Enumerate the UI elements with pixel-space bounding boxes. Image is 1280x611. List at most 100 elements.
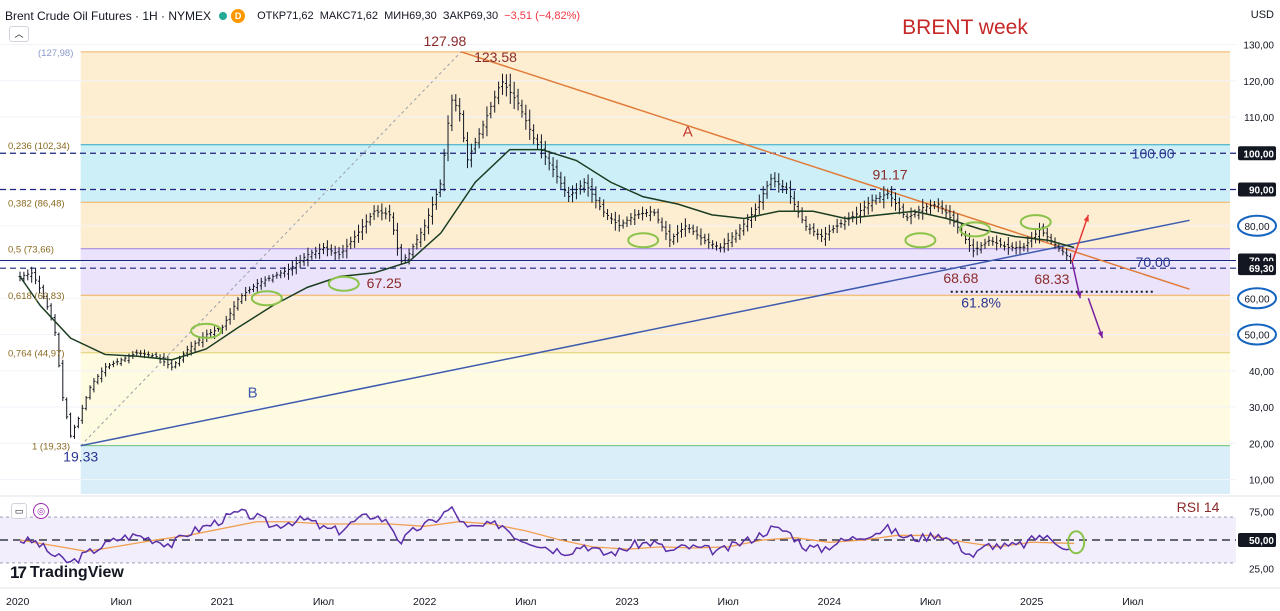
rsi-settings-icon[interactable]: ▭ bbox=[11, 503, 27, 519]
tradingview-wordmark: TradingView bbox=[29, 564, 124, 581]
rsi-tick: 25,00 bbox=[1249, 565, 1274, 576]
price-tag: 90,00 bbox=[1249, 186, 1274, 197]
price-tag: 80,00 bbox=[1244, 222, 1269, 233]
price-tag: 50,00 bbox=[1244, 331, 1269, 342]
rsi-label: RSI 14 bbox=[1177, 499, 1220, 515]
price-tick: 30,00 bbox=[1249, 403, 1274, 414]
rsi-source-icon[interactable]: ◎ bbox=[33, 503, 49, 519]
annotation-label: 127.98 bbox=[423, 33, 466, 49]
annotation-label: 67.25 bbox=[367, 275, 402, 291]
price-tag-bg bbox=[1238, 261, 1276, 276]
rsi-ma-line bbox=[19, 521, 1075, 553]
price-tick: 40,00 bbox=[1249, 367, 1274, 378]
up-arrow-head bbox=[1083, 214, 1089, 222]
rsi-pane: RSI 14 75,00 50,00 25,00 bbox=[0, 495, 1280, 576]
price-tag-bg bbox=[1238, 146, 1276, 161]
price-tick: 110,00 bbox=[1244, 113, 1274, 124]
tradingview-logo: 17 TradingView bbox=[10, 563, 124, 583]
time-tick: Июл bbox=[920, 596, 941, 608]
trend-lines bbox=[80, 51, 1190, 447]
time-tick: Июл bbox=[313, 596, 334, 608]
time-tick: 2023 bbox=[615, 596, 639, 608]
price-tick: 120,00 bbox=[1243, 77, 1274, 88]
trend-line-b bbox=[80, 219, 1190, 447]
fib-band bbox=[80, 295, 1230, 353]
moving-average bbox=[19, 148, 1075, 361]
up-arrow bbox=[1071, 214, 1090, 263]
low-value: 69,30 bbox=[409, 10, 437, 22]
open-label: ОТКР bbox=[257, 10, 287, 22]
symbol-title[interactable]: Brent Crude Oil Futures · 1Н · NYMEX bbox=[5, 9, 212, 23]
fib-label: 0,236 (102,34) bbox=[8, 141, 70, 152]
annotation-label: 70.00 bbox=[1136, 254, 1171, 270]
open-value: 71,62 bbox=[286, 10, 314, 22]
close-label: ЗАКР bbox=[442, 10, 471, 22]
symbol-info[interactable]: Brent Crude Oil Futures · 1Н · NYMEX D О… bbox=[5, 9, 580, 23]
fib-label: 0,5 (73,66) bbox=[8, 245, 54, 256]
price-tick: 10,00 bbox=[1249, 476, 1274, 487]
price-tick: 20,00 bbox=[1249, 439, 1274, 450]
chart-title: BRENT week bbox=[902, 16, 1028, 39]
time-tick: Июл bbox=[718, 596, 739, 608]
time-tick: 2021 bbox=[211, 596, 235, 608]
highlight-ellipse bbox=[250, 290, 283, 307]
fib-label: 0,382 (86,48) bbox=[8, 198, 65, 209]
ohlc-readout: ОТКР71,62 МАКС71,62 МИН69,30 ЗАКР69,30 −… bbox=[257, 10, 580, 22]
change-value: −3,51 (−4,82%) bbox=[504, 10, 581, 22]
down-arrow-1-head bbox=[1076, 291, 1082, 299]
currency-label[interactable]: USD bbox=[1250, 9, 1274, 21]
rsi-pane-controls: ▭ ◎ bbox=[11, 503, 49, 519]
highlight-ellipse bbox=[627, 232, 660, 249]
fib-band bbox=[80, 352, 1230, 446]
time-axis[interactable]: 2020 Июл 2021 Июл 2022 Июл 2023 Июл 2024 Июл 2025 И… bbox=[0, 587, 1280, 608]
fib-band bbox=[80, 144, 1230, 203]
annotations: 127.98 123.58 A 100.00 91.17 70.00 68.68 68.33 6… bbox=[63, 16, 1175, 465]
price-tag: 100,00 bbox=[1243, 149, 1274, 160]
trend-line-a bbox=[460, 51, 1190, 290]
highlight-ellipse bbox=[327, 275, 360, 292]
ma-line bbox=[19, 148, 1075, 361]
delay-badge: D bbox=[231, 9, 246, 23]
price-tag: 69,30 bbox=[1249, 264, 1274, 275]
chart-header: Brent Crude Oil Futures · 1Н · NYMEX D О… bbox=[0, 0, 1236, 42]
price-axis[interactable]: 130,00120,00110,00100,0090,0080,0070,006… bbox=[1236, 30, 1280, 611]
grid-lines bbox=[0, 44, 1236, 480]
annotation-ellipses bbox=[190, 214, 1104, 339]
rsi-tag: 50,00 bbox=[1249, 536, 1274, 547]
highlight-ellipse bbox=[190, 322, 223, 339]
highlight-ellipse bbox=[959, 221, 992, 238]
rsi-tick: 75,00 bbox=[1249, 507, 1274, 518]
time-tick: 2025 bbox=[1020, 596, 1044, 608]
annotation-label: 123.58 bbox=[474, 49, 517, 65]
down-arrow-2-head bbox=[1097, 331, 1103, 339]
fib-band bbox=[80, 445, 1230, 494]
time-tick: 2020 bbox=[6, 596, 30, 608]
fib-label: 1 (19,33) bbox=[32, 442, 70, 453]
rsi-highlight-ellipse bbox=[1067, 530, 1086, 555]
rsi-line bbox=[19, 505, 1071, 565]
time-tick: Июл bbox=[111, 596, 132, 608]
rsi-tag-bg bbox=[1238, 533, 1276, 547]
price-tag-circle bbox=[1237, 287, 1277, 310]
annotation-label: B bbox=[248, 385, 258, 402]
annotation-label: 61.8% bbox=[961, 295, 1001, 311]
fib-label: 0,618 (60,83) bbox=[8, 291, 65, 302]
time-tick: 2022 bbox=[413, 596, 437, 608]
price-tag-circle bbox=[1237, 214, 1277, 237]
annotation-label: 19.33 bbox=[63, 449, 98, 465]
price-tag-circle bbox=[1237, 323, 1277, 346]
fib-labels: (127,98) 0,236 (102,34) 0,382 (86,48) 0,5 (… bbox=[8, 48, 73, 453]
fib-label: 0,764 (44,97) bbox=[8, 349, 65, 360]
time-tick: Июл bbox=[515, 596, 536, 608]
low-label: МИН bbox=[384, 10, 410, 22]
annotation-label: 91.17 bbox=[873, 166, 908, 182]
price-axis-bg bbox=[1236, 30, 1280, 611]
horizontal-levels bbox=[0, 152, 1236, 293]
tradingview-mark-icon: 17 bbox=[10, 563, 27, 582]
high-label: МАКС bbox=[319, 10, 351, 22]
collapse-legend-button[interactable]: ︿ bbox=[9, 26, 29, 42]
time-tick: Июл bbox=[1122, 596, 1143, 608]
price-tag-bg bbox=[1238, 182, 1276, 197]
highlight-ellipse bbox=[1019, 214, 1052, 231]
